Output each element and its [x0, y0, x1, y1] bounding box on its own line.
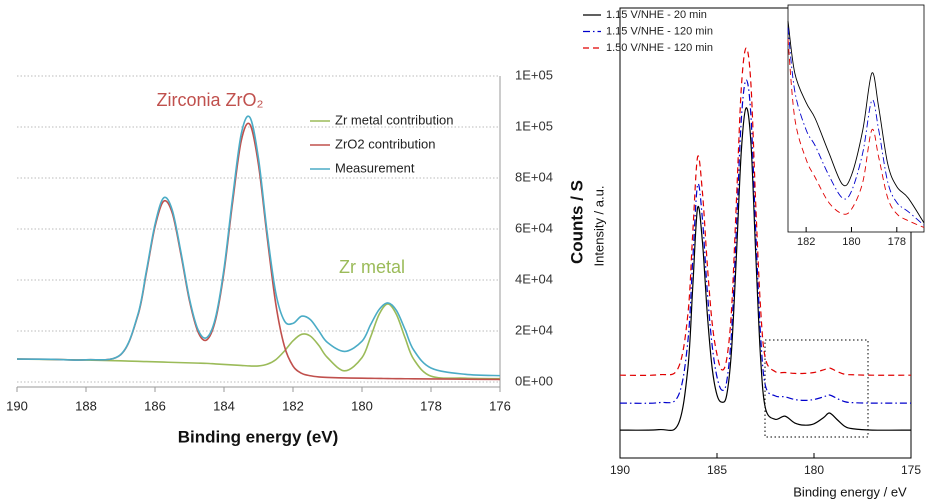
- x-tick-label: 186: [144, 398, 166, 413]
- y-tick-label: 1E+05: [515, 67, 553, 82]
- series-line: [787, 27, 925, 226]
- legend-label: 1.15 V/NHE - 120 min: [606, 25, 713, 37]
- legend-label: ZrO2 contribution: [335, 136, 435, 151]
- y-tick-label: 8E+04: [515, 169, 553, 184]
- x-tick-label: 188: [75, 398, 97, 413]
- legend-label: 1.50 V/NHE - 120 min: [606, 42, 713, 54]
- y-tick-label: 6E+04: [515, 220, 553, 235]
- annotation: Zirconia ZrO₂: [157, 90, 264, 110]
- plot-frame: [787, 4, 925, 233]
- series-line: [16, 303, 501, 380]
- legend-label: 1.15 V/NHE - 20 min: [606, 9, 707, 21]
- series-line: [16, 115, 501, 377]
- x-tick-label: 178: [420, 398, 442, 413]
- x-tick-label: 182: [797, 236, 815, 248]
- y-tick-label: 0E+00: [515, 373, 553, 388]
- series-line: [787, 39, 925, 228]
- annotation: Zr metal: [339, 257, 405, 277]
- x-tick-label: 178: [888, 236, 906, 248]
- y-tick-label: 1E+05: [515, 118, 553, 133]
- series-line: [619, 47, 912, 377]
- x-axis-label: Binding energy / eV: [793, 484, 907, 499]
- y-axis-label: Counts / S: [567, 180, 586, 264]
- x-tick-label: 175: [901, 463, 921, 477]
- x-tick-label: 190: [6, 398, 28, 413]
- x-tick-label: 185: [707, 463, 727, 477]
- x-tick-label: 190: [610, 463, 630, 477]
- series-line: [619, 79, 912, 404]
- x-tick-label: 180: [842, 236, 860, 248]
- series-line: [619, 107, 912, 432]
- legend-label: Zr metal contribution: [335, 112, 454, 127]
- x-tick-label: 180: [804, 463, 824, 477]
- x-axis-label: Binding energy (eV): [178, 427, 339, 446]
- x-tick-label: 184: [213, 398, 235, 413]
- legend-label: Measurement: [335, 160, 415, 175]
- series-line: [787, 20, 925, 224]
- plot-frame: [619, 7, 912, 459]
- x-tick-label: 182: [282, 398, 304, 413]
- x-tick-label: 176: [489, 398, 511, 413]
- y-tick-label: 2E+04: [515, 322, 553, 337]
- y-axis-label: Intensity / a.u.: [591, 186, 606, 267]
- x-tick-label: 180: [351, 398, 373, 413]
- y-tick-label: 4E+04: [515, 271, 553, 286]
